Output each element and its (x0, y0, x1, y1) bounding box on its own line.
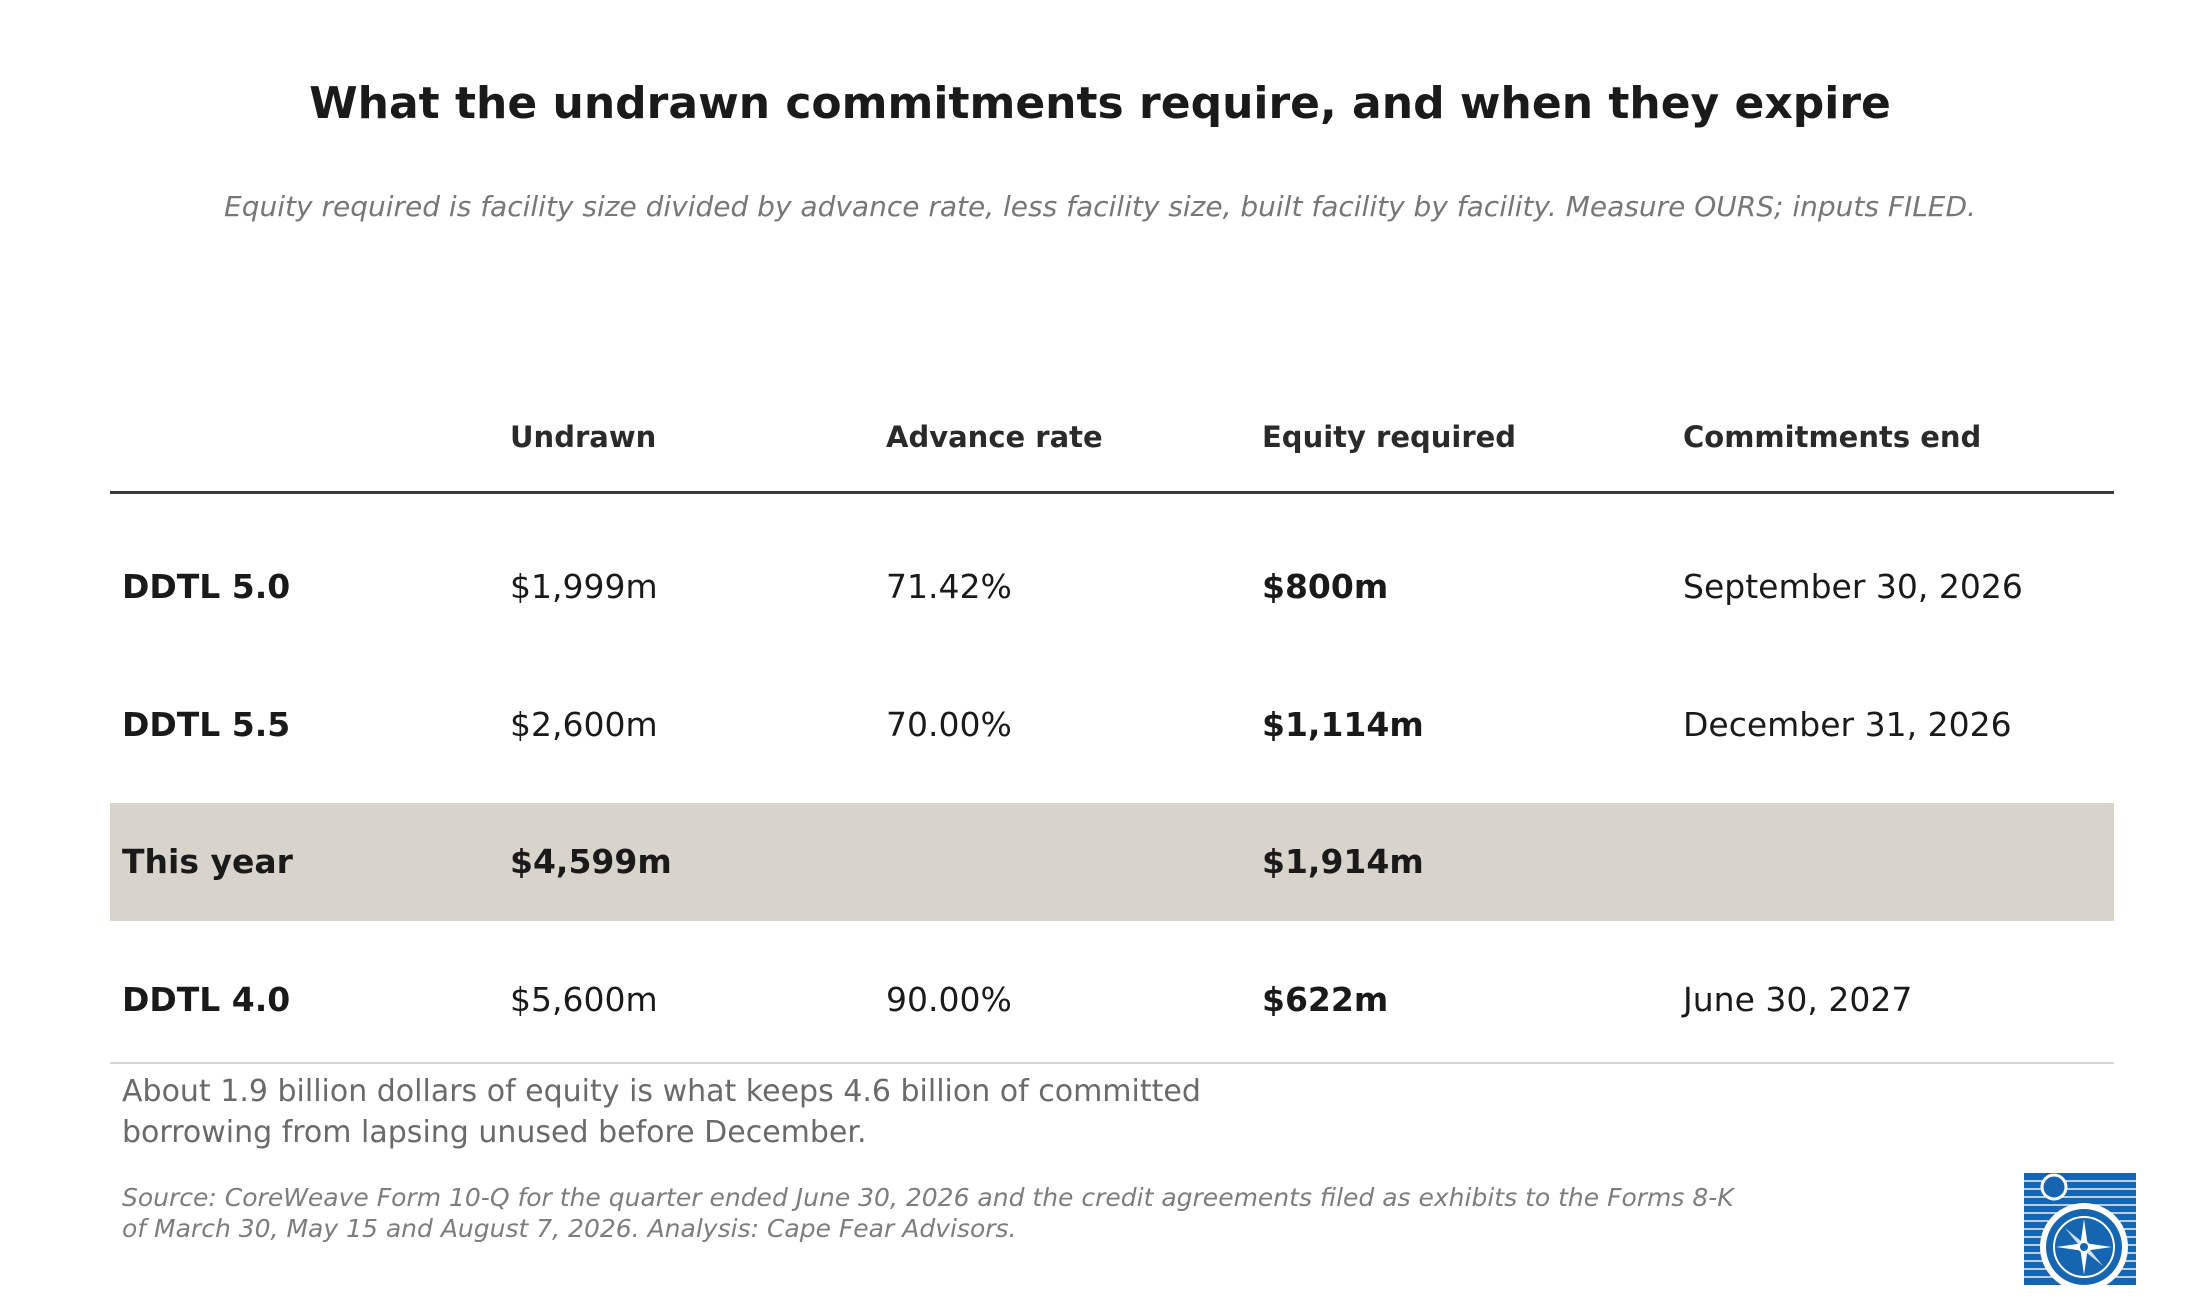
summary-note: About 1.9 billion dollars of equity is w… (122, 1071, 1322, 1153)
advance-rate-cell: 90.00% (886, 980, 1012, 1019)
equity-required-cell: $622m (1262, 980, 1389, 1019)
header-rule (110, 491, 2114, 494)
commitments-end-cell: September 30, 2026 (1683, 567, 2023, 606)
source-note-line: of March 30, May 15 and August 7, 2026. … (122, 1214, 1017, 1243)
table-total-row: This year $4,599m $1,914m (110, 803, 2114, 921)
source-note: Source: CoreWeave Form 10-Q for the quar… (122, 1182, 1822, 1244)
row-label: DDTL 5.5 (122, 705, 291, 744)
undrawn-cell: $2,600m (510, 705, 658, 744)
row-label: DDTL 4.0 (122, 980, 291, 1019)
chart-title: What the undrawn commitments require, an… (309, 78, 1891, 129)
commitments-end-cell: December 31, 2026 (1683, 705, 2012, 744)
commitments-end-cell: June 30, 2027 (1683, 980, 1913, 1019)
row-label: DDTL 5.0 (122, 567, 291, 606)
undrawn-cell: $5,600m (510, 980, 658, 1019)
column-header-commitments-end: Commitments end (1683, 420, 1982, 454)
chart-subtitle: Equity required is facility size divided… (224, 190, 1976, 223)
compass-logo-icon (2024, 1173, 2136, 1285)
advance-rate-cell: 70.00% (886, 705, 1012, 744)
table-row: DDTL 5.5 $2,600m 70.00% $1,114m December 31,… (110, 666, 2114, 784)
summary-note-line: About 1.9 billion dollars of equity is w… (122, 1074, 1201, 1109)
column-header-advance-rate: Advance rate (886, 420, 1103, 454)
column-header-equity-required: Equity required (1262, 420, 1517, 454)
equity-required-cell: $1,914m (1262, 842, 1424, 881)
summary-note-line: borrowing from lapsing unused before Dec… (122, 1115, 867, 1150)
table-row: DDTL 5.0 $1,999m 71.42% $800m September 30, … (110, 528, 2114, 646)
undrawn-cell: $4,599m (510, 842, 672, 881)
advance-rate-cell: 71.42% (886, 567, 1012, 606)
undrawn-cell: $1,999m (510, 567, 658, 606)
equity-required-cell: $1,114m (1262, 705, 1424, 744)
equity-required-cell: $800m (1262, 567, 1389, 606)
table-row: DDTL 4.0 $5,600m 90.00% $622m June 30, 2027 (110, 941, 2114, 1059)
source-note-line: Source: CoreWeave Form 10-Q for the quar… (122, 1183, 1734, 1212)
table-bottom-rule (110, 1062, 2114, 1064)
column-header-undrawn: Undrawn (510, 420, 657, 454)
row-label: This year (122, 842, 293, 881)
